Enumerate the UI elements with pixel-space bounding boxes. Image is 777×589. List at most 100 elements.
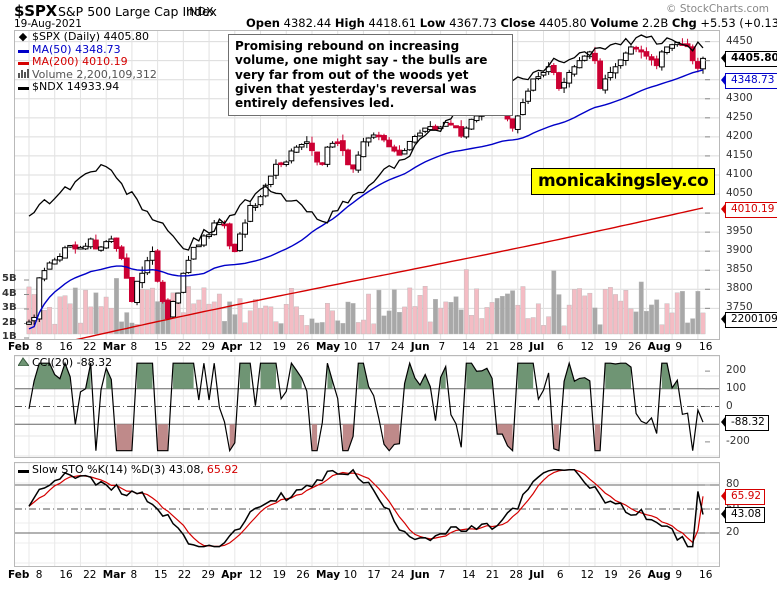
legend-item-ma50: MA(50) 4348.73: [17, 42, 157, 57]
x-axis-tick: Jul: [529, 569, 545, 581]
volume-value: 2.2B: [642, 16, 669, 30]
price-axis-tick: 3850: [726, 263, 753, 276]
sto-legend-text: Slow STO %K(14) %D(3) 43.08,: [32, 463, 204, 476]
stochastic-indicator-panel[interactable]: [14, 462, 720, 567]
price-axis-tick: 3950: [726, 225, 753, 238]
x-axis-tick: 16: [699, 569, 713, 581]
x-axis-tick: 17: [367, 341, 381, 353]
ma200-callout: 4010.19: [720, 201, 777, 218]
price-axis-tick: 4200: [726, 129, 753, 142]
legend-item-ndx: $NDX 14933.94: [17, 80, 157, 94]
candlestick-icon: ◆: [18, 30, 28, 44]
line-swatch-icon: [17, 464, 29, 476]
cci-axis-tick: 100: [726, 381, 747, 394]
x-axis-tick: 12: [580, 569, 594, 581]
x-axis-tick: 16: [59, 341, 73, 353]
x-axis-tick: 15: [154, 569, 168, 581]
x-axis-tick: 21: [485, 341, 500, 353]
x-axis-tick: 21: [485, 569, 500, 581]
x-axis-tick: 8: [130, 569, 138, 581]
volume-axis-tick: 2B: [2, 316, 17, 328]
price-axis-tick: 4050: [726, 187, 753, 200]
x-axis-tick: 24: [391, 569, 405, 581]
symbol-ticker: $SPX: [14, 2, 57, 20]
x-axis-tick: Mar: [102, 341, 126, 353]
x-axis-tick: 10: [343, 569, 358, 581]
x-axis-tick: 7: [438, 341, 446, 353]
x-axis-tick: 8: [35, 569, 43, 581]
quote-bar: Open 4382.44 High 4418.61 Low 4367.73 Cl…: [246, 16, 777, 30]
cci-legend: CCI(20) -88.32: [16, 356, 112, 370]
x-axis-tick: 22: [177, 341, 192, 353]
x-axis-tick: 26: [296, 341, 310, 353]
x-axis-tick: 14: [462, 569, 476, 581]
x-axis-tick: 17: [367, 569, 381, 581]
stochastic-legend: Slow STO %K(14) %D(3) 43.08, 65.92: [17, 463, 238, 477]
cci-indicator-panel[interactable]: [14, 355, 720, 458]
legend-volume-text: Volume 2,200,109,312: [32, 67, 157, 81]
legend-item-volume: Volume 2,200,109,312: [17, 67, 157, 82]
x-axis-tick: Aug: [647, 341, 671, 353]
volume-axis-tick: 4B: [2, 287, 17, 299]
legend-ma50-text: MA(50) 4348.73: [32, 42, 121, 56]
x-axis-tick: 9: [675, 341, 683, 353]
x-axis-tick: May: [315, 569, 341, 581]
price-axis-tick: 4300: [726, 91, 753, 104]
chart-annotation-note: Promising rebound on increasing volume, …: [228, 34, 513, 117]
x-axis-tick: 16: [59, 569, 73, 581]
legend-spx-text: $SPX (Daily) 4405.80: [32, 30, 150, 43]
x-axis-tick: 14: [462, 341, 476, 353]
legend-item-spx: ◆ $SPX (Daily) 4405.80: [17, 30, 157, 44]
volume-bars-icon: [17, 68, 29, 81]
x-axis-tick: Apr: [221, 341, 243, 353]
close-label: Close: [500, 16, 536, 30]
cci-axis-tick: 0: [726, 399, 733, 412]
line-swatch-icon: [17, 81, 29, 93]
volume-axis-tick: 5B: [2, 273, 17, 284]
x-axis-tick: Mar: [102, 569, 126, 581]
x-axis-tick: 22: [83, 341, 97, 353]
sto-d-callout: 65.92: [720, 488, 766, 505]
x-axis-tick: Jun: [410, 341, 430, 353]
price-axis-tick: 4250: [726, 110, 753, 123]
x-axis-tick: 24: [391, 341, 405, 353]
x-axis-tick: 19: [604, 341, 618, 353]
price-axis-tick: 3800: [726, 282, 753, 295]
price-legend: ◆ $SPX (Daily) 4405.80 MA(50) 4348.73 MA…: [17, 30, 157, 94]
x-axis-tick: 12: [580, 341, 594, 353]
symbol-class: INDX: [186, 5, 214, 18]
volume-axis-tick: 3B: [2, 302, 17, 313]
x-axis-tick: 19: [604, 569, 618, 581]
price-axis-tick: 4150: [726, 148, 753, 161]
cci-value-callout: -88.32: [721, 414, 769, 431]
volume-callout: 2200109: [721, 311, 777, 328]
low-label: Low: [419, 16, 446, 30]
x-axis-tick: Feb: [8, 341, 30, 353]
line-swatch-icon: [17, 44, 29, 56]
high-label: High: [334, 16, 365, 30]
low-value: 4367.73: [449, 16, 497, 30]
legend-ndx-text: $NDX 14933.94: [32, 80, 120, 93]
price-plot: [15, 31, 719, 339]
open-label: Open: [246, 16, 280, 30]
x-axis-tick: 6: [556, 569, 564, 581]
x-axis-tick: May: [315, 341, 341, 353]
x-axis-tick: 22: [177, 569, 192, 581]
stockcharts-credit: © StockCharts.com: [666, 3, 769, 15]
legend-item-ma200: MA(200) 4010.19: [17, 55, 157, 69]
stochastic-plot: [15, 463, 719, 566]
x-axis-tick: 19: [272, 569, 286, 581]
cci-axis-tick: 200: [726, 364, 747, 377]
x-axis-tick: 29: [201, 569, 215, 581]
watermark-label: monicakingsley.co: [531, 168, 716, 195]
quote-date: 19-Aug-2021: [14, 18, 82, 30]
price-axis-tick: 3900: [726, 244, 753, 257]
cci-plot: [15, 356, 719, 457]
x-axis-tick: 26: [627, 341, 642, 353]
close-price-callout: 4405.80: [721, 50, 777, 67]
x-axis-tick: Apr: [221, 569, 243, 581]
x-axis-tick: 29: [201, 341, 215, 353]
price-axis-tick: 3750: [726, 301, 753, 314]
line-swatch-icon: [17, 56, 29, 68]
x-axis-tick: 8: [35, 341, 43, 353]
